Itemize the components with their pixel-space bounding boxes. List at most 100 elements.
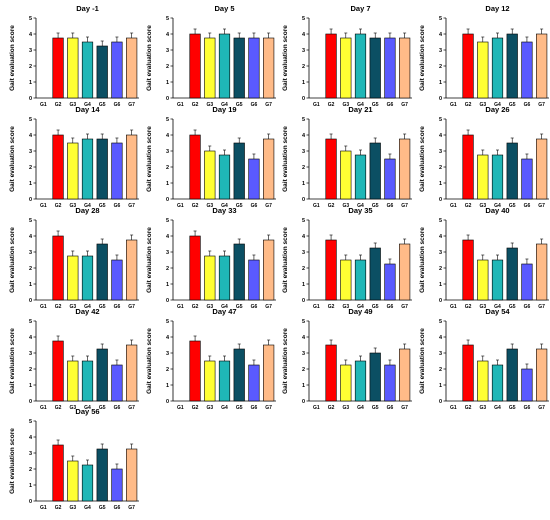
x-tick-label: G2 — [55, 304, 62, 310]
bar — [384, 364, 396, 402]
x-tick-label: G1 — [40, 405, 47, 411]
y-tick-label: 0 — [302, 96, 305, 102]
y-axis-label: Gait evaluation score — [9, 328, 16, 394]
x-tick-label: G5 — [236, 203, 243, 209]
y-tick-label: 1 — [29, 483, 32, 489]
bar — [204, 255, 216, 301]
x-tick-label: G3 — [69, 203, 76, 209]
x-tick-label: G2 — [328, 102, 335, 108]
x-tick-label: G7 — [128, 304, 135, 310]
y-tick-label: 5 — [302, 16, 305, 22]
y-tick-label: 2 — [439, 367, 442, 373]
y-tick-label: 5 — [166, 218, 169, 224]
bar — [81, 41, 94, 99]
bar — [111, 468, 123, 502]
y-tick-label: 2 — [29, 367, 32, 373]
x-tick-label: G4 — [221, 203, 228, 209]
x-tick-label: G4 — [221, 102, 228, 108]
bar — [233, 142, 245, 200]
x-tick-label: G1 — [40, 203, 47, 209]
y-axis-label: Gait evaluation score — [419, 227, 426, 293]
x-tick-label: G3 — [479, 203, 486, 209]
y-tick-label: 4 — [29, 234, 33, 240]
bar — [96, 243, 108, 301]
y-tick-label: 5 — [166, 319, 169, 325]
x-tick-label: G5 — [99, 203, 106, 209]
bar — [369, 352, 381, 402]
x-tick-label: G2 — [192, 304, 199, 310]
y-tick-label: 1 — [29, 383, 32, 389]
chart-panel: Day 47 Gait evaluation score 0 1 2 3 4 5 G1 G2 G3 G… — [146, 307, 276, 411]
bar — [233, 37, 245, 99]
y-tick-label: 4 — [166, 234, 170, 240]
x-tick-label: G6 — [114, 102, 121, 108]
chart-panel: Day 26 Gait evaluation score 0 1 2 3 4 5 G1 G2 G3 G… — [419, 105, 549, 209]
y-tick-label: 0 — [439, 399, 442, 405]
chart-panel: Day 21 Gait evaluation score 0 1 2 3 4 5 G1 G2 G3 G… — [282, 105, 412, 209]
y-tick-label: 4 — [302, 335, 306, 341]
bar — [248, 37, 260, 99]
y-tick-label: 4 — [29, 335, 33, 341]
bar — [477, 360, 489, 402]
x-tick-label: G7 — [265, 102, 272, 108]
bar — [477, 41, 489, 99]
x-tick-label: G5 — [509, 102, 516, 108]
y-tick-label: 5 — [29, 218, 32, 224]
y-tick-label: 4 — [439, 32, 443, 38]
y-tick-label: 4 — [166, 32, 170, 38]
bar — [462, 344, 474, 402]
x-tick-label: G2 — [465, 304, 472, 310]
bar — [111, 142, 123, 200]
y-tick-label: 1 — [302, 383, 305, 389]
x-tick-label: G3 — [479, 405, 486, 411]
y-tick-label: 4 — [29, 133, 33, 139]
bar — [218, 154, 231, 200]
y-tick-label: 1 — [302, 282, 305, 288]
x-tick-label: G4 — [221, 304, 228, 310]
x-tick-label: G6 — [387, 203, 394, 209]
y-tick-label: 2 — [302, 64, 305, 70]
bar — [506, 247, 518, 301]
bar — [204, 150, 216, 200]
chart-panel: Day 14 Gait evaluation score 0 1 2 3 4 5 G1 G2 G3 G… — [9, 105, 139, 209]
y-tick-label: 0 — [29, 96, 32, 102]
chart-panel: Day 49 Gait evaluation score 0 1 2 3 4 5 G1 G2 G3 G… — [282, 307, 412, 411]
y-axis-label: Gait evaluation score — [9, 25, 16, 91]
y-tick-label: 3 — [302, 250, 305, 256]
x-tick-label: G6 — [114, 405, 121, 411]
bar — [67, 460, 79, 502]
bar — [536, 243, 548, 301]
bar — [189, 235, 201, 301]
bar — [233, 243, 245, 301]
x-tick-label: G4 — [494, 304, 501, 310]
bar — [126, 37, 138, 99]
y-tick-label: 3 — [166, 250, 169, 256]
x-tick-label: G3 — [206, 304, 213, 310]
x-tick-label: G6 — [524, 203, 531, 209]
y-tick-label: 4 — [166, 335, 170, 341]
y-tick-label: 2 — [29, 266, 32, 272]
x-tick-label: G3 — [206, 203, 213, 209]
y-tick-label: 3 — [29, 351, 32, 357]
x-tick-label: G2 — [465, 405, 472, 411]
y-tick-label: 2 — [29, 165, 32, 171]
bar — [111, 259, 123, 301]
x-tick-label: G5 — [372, 102, 379, 108]
y-tick-label: 5 — [439, 16, 442, 22]
bar — [218, 33, 231, 99]
x-tick-label: G6 — [251, 102, 258, 108]
x-tick-label: G7 — [538, 405, 545, 411]
bar — [506, 348, 518, 402]
x-tick-label: G5 — [236, 405, 243, 411]
x-tick-label: G1 — [313, 102, 320, 108]
y-tick-label: 1 — [166, 181, 169, 187]
y-tick-label: 3 — [302, 149, 305, 155]
chart-panel: Day 28 Gait evaluation score 0 1 2 3 4 5 G1 G2 G3 G… — [9, 206, 139, 310]
x-tick-label: G3 — [342, 405, 349, 411]
y-tick-label: 4 — [166, 133, 170, 139]
y-tick-label: 5 — [29, 319, 32, 325]
y-tick-label: 3 — [29, 451, 32, 457]
y-axis-label: Gait evaluation score — [282, 227, 289, 293]
chart-title: Day 19 — [212, 105, 236, 114]
chart-panel: Day 12 Gait evaluation score 0 1 2 3 4 5 G1 G2 G3 G… — [419, 4, 549, 108]
